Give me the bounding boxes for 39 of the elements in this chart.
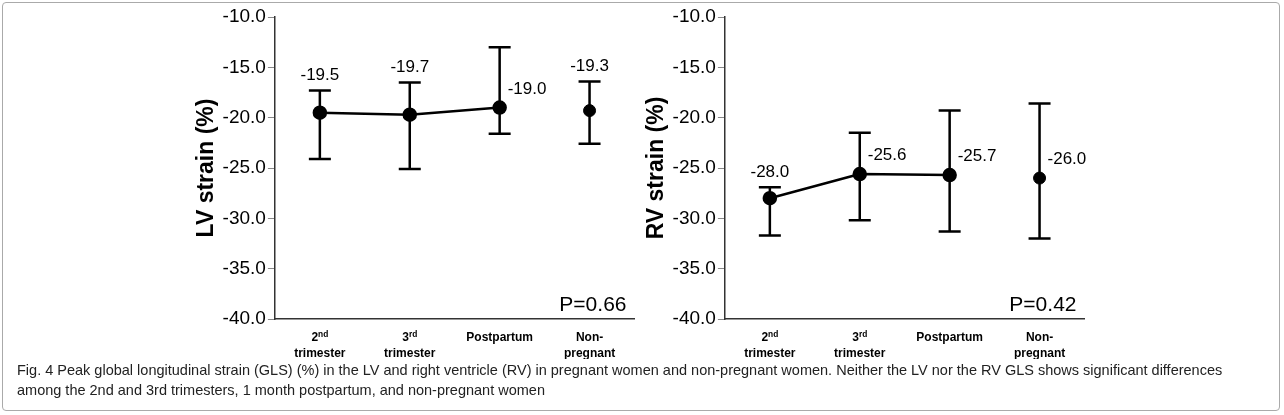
y-tick-label: -30.0	[672, 206, 716, 228]
y-tick-label: -30.0	[222, 206, 266, 228]
point	[852, 166, 867, 182]
point	[762, 190, 778, 206]
y-tick-label: -25.0	[672, 156, 716, 178]
point	[583, 104, 597, 118]
y-axis-title: RV strain (%)	[642, 96, 669, 240]
y-tick-label: -15.0	[222, 55, 266, 77]
y-tick-label: -35.0	[222, 256, 266, 278]
point	[1033, 171, 1047, 185]
x-tick-label: Non-pregnant	[1013, 330, 1066, 360]
data-label: -26.0	[1047, 149, 1087, 169]
x-tick-label: Postpartum	[466, 330, 533, 344]
data-label: -19.7	[390, 57, 430, 77]
x-tick-label: Non-pregnant	[563, 330, 616, 360]
y-tick-label: -10.0	[672, 5, 716, 27]
y-tick-label: -40.0	[672, 307, 716, 329]
data-label: -19.5	[300, 65, 340, 85]
y-tick-label: -15.0	[672, 55, 716, 77]
data-label: -19.0	[507, 78, 547, 98]
caption: Fig. 4 Peak global longitudinal strain (GLS) (%) in the LV and right ventricle (RV) in pregnant women and non-pregnant women. Neither the LV nor the RV GLS shows significant differences among the 2nd and 3rd trimesters, 1 month postpartum, and non-pregnant women	[17, 361, 1224, 400]
data-label: -19.3	[570, 56, 609, 76]
y-axis-title: LV strain (%)	[192, 98, 219, 238]
y-tick-label: -35.0	[672, 256, 716, 278]
data-label: -25.7	[957, 146, 997, 166]
x-tick-label: Postpartum	[916, 330, 983, 344]
y-tick-label: -20.0	[672, 105, 716, 127]
data-label: -28.0	[750, 162, 790, 182]
y-tick-label: -20.0	[222, 105, 266, 127]
annotation: P=0.42	[1009, 292, 1077, 315]
y-tick-label: -25.0	[222, 156, 266, 178]
point	[312, 105, 328, 120]
point	[942, 167, 957, 183]
annotation: P=0.66	[559, 292, 627, 315]
point	[492, 100, 507, 115]
data-label: -25.6	[867, 145, 907, 165]
y-tick-label: -40.0	[222, 307, 266, 329]
y-tick-label: -10.0	[222, 5, 266, 27]
point	[402, 107, 417, 122]
